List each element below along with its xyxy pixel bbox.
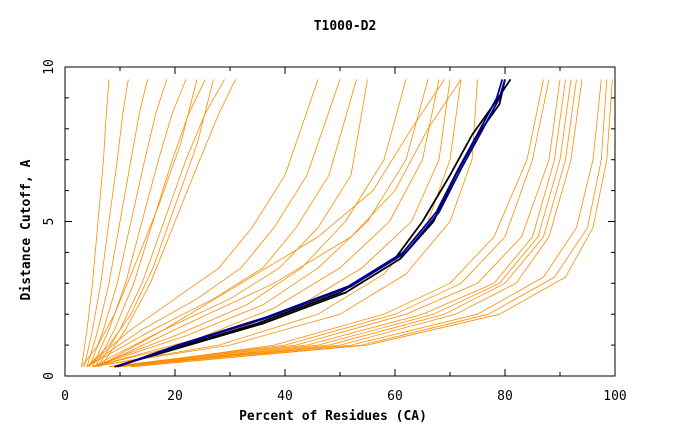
series-line-21 bbox=[97, 79, 445, 368]
x-tick-label-1: 20 bbox=[167, 389, 183, 404]
series-layer bbox=[81, 78, 613, 368]
series-line-5 bbox=[94, 79, 206, 367]
y-tick-label-2: 10 bbox=[42, 59, 57, 75]
series-line-0 bbox=[81, 79, 110, 367]
series-line-19 bbox=[92, 79, 478, 368]
series-line-22 bbox=[108, 79, 550, 368]
series-line-18 bbox=[92, 79, 462, 368]
series-line-9 bbox=[86, 79, 214, 367]
series-line-23 bbox=[108, 79, 561, 368]
series-line-8 bbox=[81, 79, 198, 367]
series-line-32 bbox=[114, 78, 512, 368]
series-line-33 bbox=[114, 79, 506, 368]
y-tick-label-0: 0 bbox=[42, 372, 57, 380]
series-line-11 bbox=[86, 79, 341, 368]
series-line-2 bbox=[86, 79, 148, 367]
x-tick-label-0: 0 bbox=[61, 389, 69, 404]
series-line-13 bbox=[92, 79, 368, 368]
x-tick-label-5: 100 bbox=[603, 389, 626, 404]
series-line-28 bbox=[119, 79, 544, 368]
series-line-29 bbox=[119, 79, 602, 368]
series-line-3 bbox=[89, 79, 168, 367]
series-line-31 bbox=[130, 79, 608, 368]
series-line-10 bbox=[86, 79, 319, 368]
series-line-34 bbox=[117, 79, 506, 368]
x-tick-label-4: 80 bbox=[497, 389, 513, 404]
y-axis-label: Distance Cutoff, A bbox=[19, 159, 34, 300]
series-line-24 bbox=[108, 79, 566, 368]
x-tick-label-3: 60 bbox=[387, 389, 403, 404]
series-line-20 bbox=[97, 79, 462, 368]
chart-title: T1000-D2 bbox=[314, 19, 377, 34]
x-axis-label: Percent of Residues (CA) bbox=[239, 409, 427, 424]
series-line-1 bbox=[83, 79, 129, 367]
series-line-25 bbox=[114, 79, 572, 368]
series-line-27 bbox=[119, 79, 583, 368]
x-tick-label-2: 40 bbox=[277, 389, 293, 404]
series-line-17 bbox=[92, 79, 451, 368]
y-tick-label-1: 5 bbox=[42, 218, 57, 226]
series-line-4 bbox=[92, 79, 187, 367]
series-line-7 bbox=[100, 79, 236, 367]
series-line-14 bbox=[92, 79, 407, 368]
series-line-26 bbox=[114, 79, 577, 368]
series-line-12 bbox=[86, 79, 357, 368]
series-line-35 bbox=[116, 79, 504, 368]
series-line-30 bbox=[130, 79, 613, 368]
series-line-15 bbox=[92, 79, 429, 368]
axis-layer: 0 20 40 60 80 100 0 5 10 bbox=[42, 59, 627, 404]
